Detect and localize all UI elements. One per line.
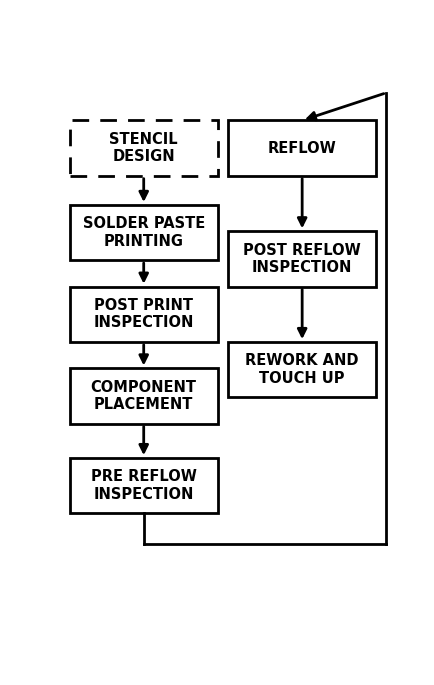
- FancyBboxPatch shape: [227, 121, 375, 176]
- Text: PRE REFLOW
INSPECTION: PRE REFLOW INSPECTION: [91, 469, 196, 502]
- FancyBboxPatch shape: [69, 286, 217, 342]
- Text: REWORK AND
TOUCH UP: REWORK AND TOUCH UP: [245, 353, 358, 386]
- FancyBboxPatch shape: [227, 232, 375, 286]
- FancyBboxPatch shape: [69, 121, 217, 176]
- Text: POST PRINT
INSPECTION: POST PRINT INSPECTION: [93, 298, 194, 330]
- Text: COMPONENT
PLACEMENT: COMPONENT PLACEMENT: [91, 380, 196, 412]
- FancyBboxPatch shape: [69, 205, 217, 260]
- Text: SOLDER PASTE
PRINTING: SOLDER PASTE PRINTING: [82, 216, 204, 249]
- FancyBboxPatch shape: [227, 342, 375, 397]
- Text: STENCIL
DESIGN: STENCIL DESIGN: [109, 132, 178, 164]
- Text: POST REFLOW
INSPECTION: POST REFLOW INSPECTION: [243, 242, 360, 275]
- Text: REFLOW: REFLOW: [267, 140, 336, 155]
- FancyBboxPatch shape: [69, 369, 217, 424]
- FancyBboxPatch shape: [69, 458, 217, 513]
